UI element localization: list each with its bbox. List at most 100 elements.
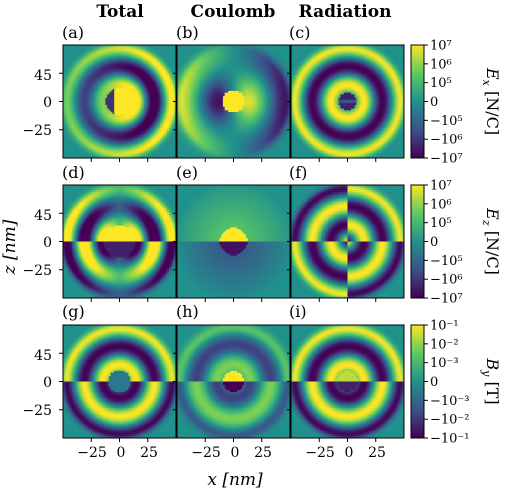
heatmap-cell	[101, 57, 105, 60]
heatmap-cell	[167, 64, 170, 67]
heatmap-cell	[78, 71, 82, 74]
heatmap-cell	[98, 90, 101, 94]
heatmap-cell	[108, 82, 112, 85]
heatmap-cell	[91, 53, 94, 56]
heatmap-cell	[131, 66, 135, 69]
heatmap-cell	[151, 92, 154, 95]
heatmap-cell	[128, 48, 131, 51]
heatmap-cell	[163, 85, 166, 88]
heatmap-cell	[147, 90, 150, 94]
heatmap-cell	[142, 71, 145, 74]
heatmap-cell	[161, 64, 165, 67]
heatmap-cell	[101, 53, 105, 56]
heatmap-cell	[93, 67, 96, 71]
heatmap-cell	[82, 87, 85, 90]
heatmap-cell	[63, 73, 66, 76]
heatmap-cell	[128, 80, 131, 83]
heatmap-cell	[138, 69, 142, 72]
heatmap-cell	[145, 90, 149, 94]
heatmap-cell	[66, 94, 69, 97]
heatmap-cell	[167, 52, 170, 55]
heatmap-cell	[71, 78, 74, 81]
heatmap-cell	[112, 76, 115, 79]
heatmap-cell	[131, 76, 135, 79]
heatmap-cell	[137, 92, 140, 95]
heatmap-cell	[73, 45, 76, 48]
heatmap-cell	[64, 50, 67, 53]
heatmap-cell	[142, 66, 145, 69]
heatmap-cell	[135, 45, 138, 48]
heatmap-cell	[100, 62, 103, 65]
heatmap-cell	[77, 90, 80, 94]
heatmap-cell	[68, 83, 71, 87]
heatmap-cell	[145, 64, 149, 67]
heatmap-cell	[64, 66, 67, 69]
heatmap-cell	[73, 73, 76, 76]
heatmap-cell	[93, 85, 96, 88]
heatmap-cell	[135, 76, 138, 79]
heatmap-cell	[105, 73, 108, 76]
heatmap-cell	[66, 96, 69, 99]
heatmap-cell	[63, 62, 66, 65]
heatmap-cell	[64, 82, 67, 85]
heatmap-cell	[75, 62, 78, 65]
heatmap-cell	[130, 55, 133, 58]
heatmap-cell	[153, 67, 156, 71]
heatmap-cell	[121, 78, 124, 81]
heatmap-cell	[156, 90, 159, 94]
heatmap-cell	[144, 75, 147, 78]
heatmap-cell	[153, 62, 156, 65]
heatmap-cell	[156, 94, 159, 97]
heatmap-cell	[130, 71, 133, 74]
heatmap-cell	[75, 55, 78, 58]
heatmap-cell	[158, 83, 161, 87]
heatmap-cell	[64, 57, 67, 60]
heatmap-cell	[158, 76, 161, 79]
heatmap-cell	[115, 57, 119, 60]
heatmap-cell	[87, 76, 90, 79]
heatmap-cell	[168, 90, 172, 94]
heatmap-cell	[107, 66, 110, 69]
heatmap-cell	[84, 50, 87, 53]
heatmap-cell	[168, 83, 172, 87]
heatmap-cell	[85, 73, 89, 76]
heatmap-cell	[89, 94, 92, 97]
heatmap-cell	[138, 45, 142, 48]
heatmap-cell	[115, 94, 119, 97]
heatmap-cell	[124, 48, 127, 51]
heatmap-cell	[158, 71, 161, 74]
heatmap-cell	[123, 76, 126, 79]
heatmap-cell	[142, 96, 145, 99]
heatmap-cell	[149, 50, 152, 53]
heatmap-cell	[160, 73, 163, 76]
heatmap-cell	[140, 92, 143, 95]
heatmap-cell	[64, 53, 67, 56]
heatmap-cell	[94, 59, 97, 62]
heatmap-cell	[119, 78, 122, 81]
heatmap-cell	[94, 89, 97, 92]
heatmap-cell	[161, 48, 165, 51]
heatmap-cell	[128, 71, 131, 74]
heatmap-cell	[77, 71, 80, 74]
heatmap-cell	[154, 59, 157, 62]
heatmap-cell	[153, 90, 156, 94]
heatmap-cell	[70, 90, 73, 94]
heatmap-cell	[73, 46, 76, 49]
heatmap-cell	[80, 89, 83, 92]
heatmap-cell	[170, 64, 173, 67]
heatmap-cell	[85, 94, 89, 97]
heatmap-cell	[117, 48, 120, 51]
heatmap-cell	[158, 46, 161, 49]
heatmap-cell	[133, 87, 136, 90]
heatmap-cell	[174, 82, 177, 85]
heatmap-cell	[126, 78, 129, 81]
heatmap-cell	[103, 59, 106, 62]
heatmap-cell	[68, 75, 71, 78]
heatmap-cell	[71, 73, 74, 76]
heatmap-cell	[124, 76, 127, 79]
heatmap-cell	[107, 53, 110, 56]
heatmap-cell	[87, 73, 90, 76]
heatmap-cell	[80, 52, 83, 55]
heatmap-cell	[124, 80, 127, 83]
heatmap-cell	[66, 59, 69, 62]
